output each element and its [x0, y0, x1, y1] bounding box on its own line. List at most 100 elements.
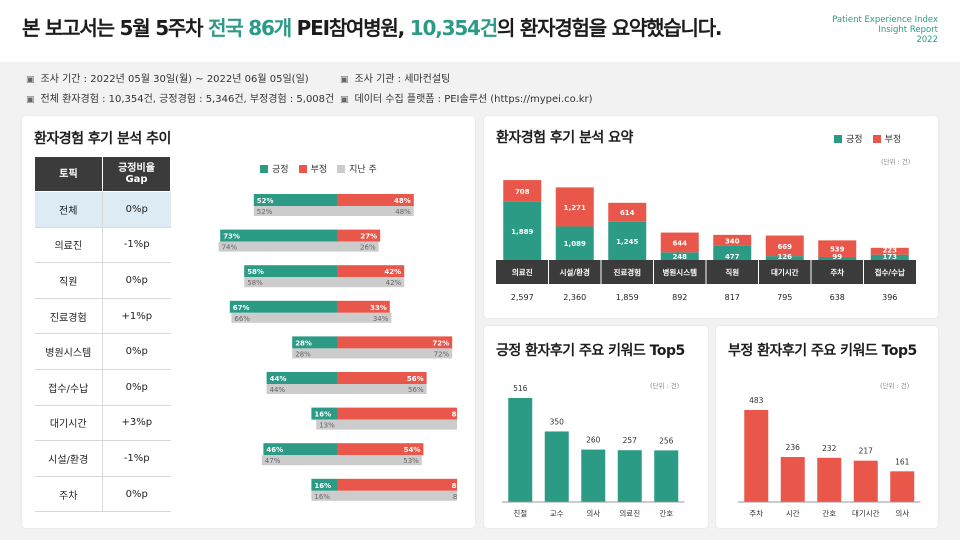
trend-bar-negative: [337, 478, 457, 491]
keyword-label: 교수: [550, 509, 564, 518]
trend-label-positive: 16%: [314, 482, 331, 490]
trend-bar-positive: [292, 336, 337, 349]
summary-category-label: 진료경험: [613, 267, 641, 277]
summary-bar-positive: [713, 245, 752, 260]
trend-row-bars: 16%84%13%87%: [311, 407, 457, 430]
topic-table-header: 토픽 긍정비율 Gap: [34, 156, 171, 192]
trend-row-bars: 73% 27% 74% 26%: [218, 229, 381, 252]
trend-row-bars: 46% 54% 47% 53%: [261, 443, 424, 466]
trend-row-bars: 52% 48% 52% 48%: [253, 194, 414, 216]
keyword-label: 시간: [786, 508, 800, 518]
trend-label-last-negative: 34%: [373, 315, 389, 323]
summary-total-value: 638: [830, 293, 845, 302]
trend-label-last-positive: 66%: [234, 315, 250, 323]
summary-total-value: 2,360: [563, 293, 586, 302]
summary-value-negative: 708: [515, 188, 530, 196]
summary-category-label: 대기시간: [771, 267, 799, 277]
trend-label-negative: 72%: [432, 339, 449, 347]
summary-bar-negative: [503, 180, 542, 202]
trend-bar-positive: [311, 407, 337, 420]
topic-gap: 0%p: [102, 191, 171, 228]
legend-negative-swatch: [298, 164, 307, 173]
topic-gap: -1%p: [102, 227, 171, 264]
topic-row: 의료진 -1%p: [34, 227, 171, 264]
negative-keywords-unit: (단위 : 건): [880, 382, 910, 390]
summary-bar-positive: [818, 256, 857, 260]
brand-line-1: Patient Experience Index: [832, 15, 938, 25]
col-gap-label: 긍정비율 Gap: [118, 163, 155, 185]
trend-bar-negative: [337, 372, 427, 384]
trend-bar-last-week: [218, 241, 379, 252]
topic-gap: 0%p: [102, 476, 171, 513]
trend-label-last-positive: 28%: [295, 350, 311, 358]
summary-stacked-chart: 1,889 708 1,089 1,271 1,245 614 248 644 477 340 12…: [496, 180, 916, 302]
keyword-value: 350: [550, 417, 565, 426]
trend-row-bars: 44% 56% 44% 56%: [266, 372, 427, 394]
keyword-label: 친절: [513, 508, 527, 518]
topic-table-body: 전체 0%p 의료진 -1%p 직원 0%p 진료경험 +1%p 병원시스템 0%p 접수/수납 0%…: [34, 191, 171, 513]
keyword-bar: [890, 471, 915, 502]
keyword-value: 161: [895, 457, 910, 466]
title-highlight-count: 10,354건: [409, 16, 498, 40]
summary-bar-positive: [765, 256, 804, 260]
summary-legend-positive-swatch: [834, 134, 842, 143]
trend-label-last-positive: 47%: [265, 457, 281, 465]
summary-bar-positive: [870, 254, 909, 260]
negative-keywords-title: 부정 환자후기 주요 키워드 Top5: [728, 343, 917, 359]
brand-line-2: Insight Report: [878, 25, 938, 35]
survey-meta-right: 조사 기관 : 세마컨설팅 데이터 수집 플랫폼 : PEI솔루션 (https…: [340, 70, 593, 110]
summary-title: 환자경험 후기 분석 요약: [496, 130, 633, 146]
summary-category-label: 병원시스템: [663, 267, 698, 277]
keyword-value: 260: [586, 436, 601, 445]
topic-row: 전체 0%p: [34, 191, 171, 228]
trend-label-last-negative: 42%: [386, 279, 402, 287]
topic-row: 진료경험 +1%p: [34, 298, 171, 335]
keyword-label: 의료진: [619, 508, 640, 518]
keyword-value: 257: [623, 436, 638, 445]
summary-value-negative: 539: [830, 246, 845, 254]
trend-label-last-positive: 52%: [257, 208, 273, 216]
trend-bar-positive: [266, 372, 337, 384]
trend-label-last-negative: 53%: [403, 457, 419, 465]
summary-value-positive: 1,089: [564, 240, 586, 248]
trend-label-positive: 28%: [295, 339, 312, 347]
topic-name: 전체: [34, 191, 103, 228]
topic-name: 주차: [34, 476, 103, 513]
topic-name: 시설/환경: [34, 440, 103, 477]
trend-bar-last-week: [244, 277, 405, 288]
topic-name: 대기시간: [34, 405, 103, 442]
title-text-3: 의 환자경험을 요약했습니다.: [496, 16, 723, 40]
keyword-bar: [780, 457, 805, 502]
trend-bar-last-week: [266, 384, 427, 394]
summary-legend-negative-swatch: [872, 134, 881, 143]
summary-bar-negative: [870, 247, 909, 255]
positive-keywords-chart: 516 친절 350 교수 260 의사 257 의료진 256 간호: [502, 384, 685, 518]
topic-row: 주차 0%p: [34, 476, 171, 513]
brand-label: Patient Experience Index Insight Report …: [832, 15, 938, 45]
legend-last-week: 지난 주: [337, 162, 377, 175]
summary-value-negative: 669: [777, 243, 792, 251]
keyword-value: 236: [786, 443, 801, 452]
trend-label-last-negative: 84%: [453, 493, 457, 501]
title-text-2: PEI참여병원,: [290, 16, 410, 40]
summary-value-positive: 1,889: [511, 228, 533, 236]
trend-label-negative: 27%: [360, 233, 377, 241]
keyword-bar: [581, 449, 606, 502]
summary-value-positive: 248: [672, 253, 687, 261]
trend-row-bars: 28% 72% 28% 72%: [292, 336, 453, 359]
summary-value-positive: 99: [832, 253, 842, 261]
trend-label-negative: 48%: [394, 197, 411, 205]
survey-agency: 조사 기관 : 세마컨설팅: [340, 70, 593, 90]
col-topic-header: 토픽: [34, 156, 103, 192]
trend-label-positive: 73%: [223, 233, 240, 241]
trend-label-negative: 84%: [452, 411, 457, 419]
keyword-label: 주차: [749, 509, 763, 518]
trend-bar-positive: [253, 194, 337, 206]
survey-platform: 데이터 수집 플랫폼 : PEI솔루션 (https://mypei.co.kr…: [340, 90, 593, 110]
trend-label-last-positive: 13%: [319, 422, 335, 430]
summary-category-label: 직원: [725, 267, 739, 277]
trend-bar-positive: [229, 300, 337, 313]
negative-keywords-card: 부정 환자후기 주요 키워드 Top5 (단위 : 건) 483 주차 236 시간 2…: [716, 326, 938, 528]
trend-bar-negative: [337, 229, 381, 242]
trend-bar-positive: [244, 265, 337, 278]
